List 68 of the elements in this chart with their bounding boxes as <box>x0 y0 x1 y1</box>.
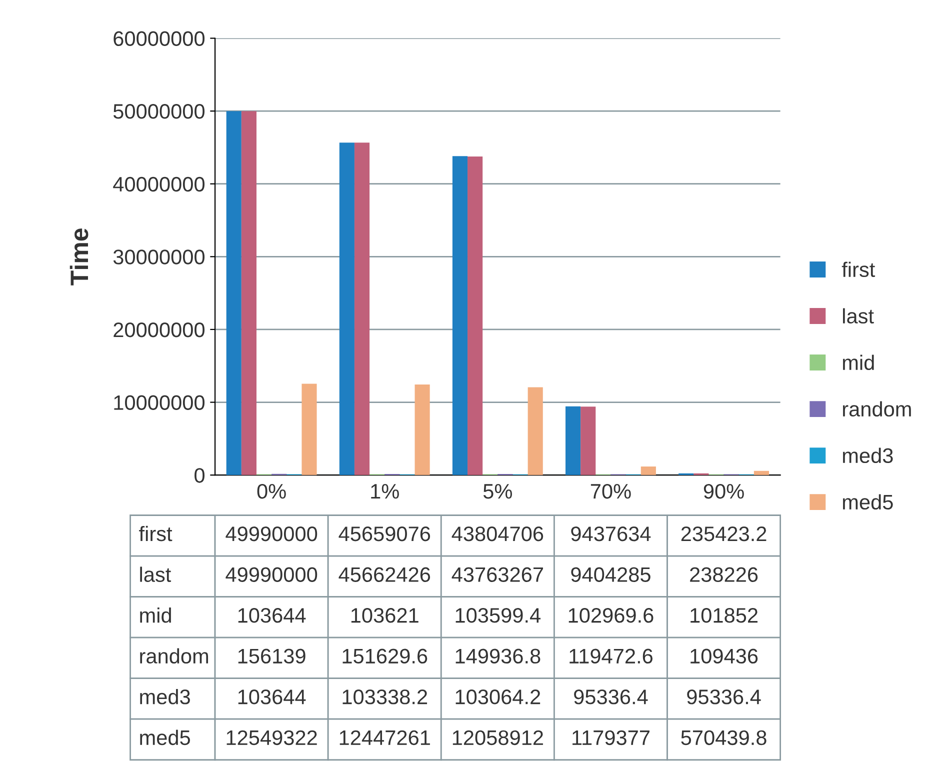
legend-label: last <box>843 308 874 324</box>
text: mid <box>140 607 171 623</box>
legend-label: med3 <box>843 448 893 464</box>
legend-label: med5 <box>843 494 893 510</box>
data-label: 95336.4 <box>687 690 761 704</box>
x-tick-label: 0% <box>257 484 286 499</box>
data-label: 12058912 <box>452 730 543 746</box>
data-label: 95336.4 <box>574 690 648 704</box>
bar <box>566 406 581 476</box>
bar <box>468 156 483 476</box>
bar <box>241 111 256 476</box>
text: med3 <box>140 689 190 704</box>
y-tick-label: 50000000 <box>113 104 205 119</box>
bar <box>580 406 596 476</box>
bar <box>226 111 242 476</box>
data-label: 45659076 <box>338 526 430 542</box>
data-label: 102969.6 <box>568 608 654 623</box>
data-label: 12447261 <box>340 730 430 746</box>
data-label: 101852 <box>690 608 758 623</box>
data-label: 9404285 <box>571 567 650 582</box>
y-tick-label: 10000000 <box>114 395 205 410</box>
data-label: 103599.4 <box>456 608 541 623</box>
data-label: 1179377 <box>572 730 650 746</box>
data-label: 103644 <box>238 690 306 704</box>
bar <box>640 466 656 476</box>
data-label: 149936.8 <box>456 648 540 664</box>
data-label: 156139 <box>238 648 306 664</box>
y-tick-label: 40000000 <box>113 176 205 192</box>
legend-label: first <box>842 262 876 278</box>
y-tick-label: 30000000 <box>113 250 205 264</box>
data-label: 235423.2 <box>681 526 766 542</box>
data-label: 43804706 <box>452 526 544 542</box>
data-label: 238226 <box>690 567 758 582</box>
text: last <box>140 566 172 582</box>
data-label: 570439.8 <box>681 730 766 746</box>
data-label: 103064.2 <box>456 690 540 704</box>
legend-label: mid <box>843 354 874 370</box>
data-label: 109436 <box>690 648 758 664</box>
x-tick-label: 70% <box>590 484 631 499</box>
bar <box>414 384 430 476</box>
data-label: 43763267 <box>452 567 543 582</box>
y-tick-label: 0 <box>194 468 204 483</box>
bar <box>754 470 770 476</box>
text: med5 <box>140 730 190 746</box>
x-tick-label: 5% <box>483 484 512 499</box>
data-label: 103338.2 <box>342 690 428 704</box>
data-label: 49990000 <box>226 526 318 542</box>
x-tick-label: 1% <box>371 484 399 499</box>
legend-label: random <box>843 401 911 417</box>
bar <box>339 142 354 476</box>
data-label: 45662426 <box>338 567 430 582</box>
bar <box>354 142 370 476</box>
data-label: 151629.6 <box>342 648 428 664</box>
x-tick-label: 90% <box>704 484 744 499</box>
data-label: 103644 <box>238 608 306 623</box>
bar <box>452 156 468 476</box>
text: first <box>139 526 172 542</box>
data-label: 119472.6 <box>570 648 652 664</box>
data-label: 49990000 <box>226 567 318 582</box>
y-axis-title: Time <box>70 228 88 286</box>
text: random <box>140 648 208 664</box>
y-tick-label: 20000000 <box>114 322 205 338</box>
bar <box>302 384 317 476</box>
data-label: 12549322 <box>226 730 317 746</box>
data-label: 9437634 <box>571 526 651 542</box>
y-tick-label: 60000000 <box>114 31 205 46</box>
bar <box>528 387 543 476</box>
data-label: 103621 <box>351 608 418 623</box>
